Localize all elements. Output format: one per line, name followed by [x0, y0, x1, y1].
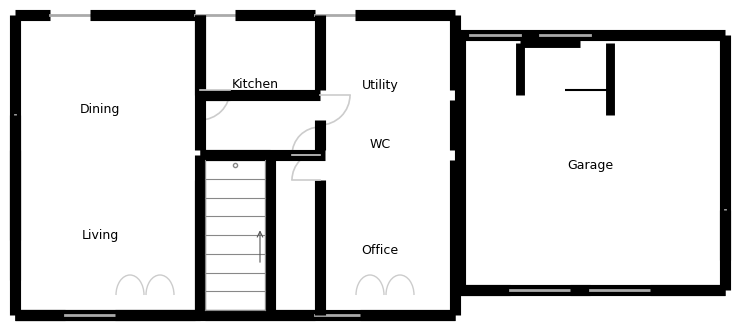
- Text: Garage: Garage: [567, 158, 613, 172]
- Text: Living: Living: [81, 228, 118, 242]
- Text: Utility: Utility: [362, 79, 398, 91]
- Text: WC: WC: [369, 139, 391, 151]
- Text: Office: Office: [361, 244, 399, 256]
- Text: Dining: Dining: [80, 104, 120, 116]
- Text: Kitchen: Kitchen: [232, 79, 278, 91]
